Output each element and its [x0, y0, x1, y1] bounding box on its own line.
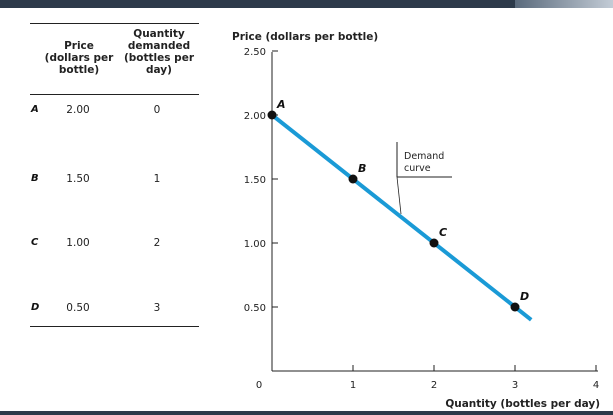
x-tick-label: 0: [256, 380, 262, 391]
table-row-label: B: [31, 173, 39, 184]
price-column-header: Price (dollars per bottle): [44, 40, 114, 76]
table-header-rule: [30, 94, 199, 95]
table-row-label: D: [31, 302, 40, 313]
data-point: [267, 110, 277, 120]
data-point: [510, 302, 520, 312]
x-tick-label: 3: [512, 380, 518, 391]
annotation-leader-line: [396, 176, 402, 215]
bottom-border-bar: [0, 411, 613, 415]
point-label: A: [276, 98, 286, 111]
demand-curve-annotation: Demand curve: [404, 151, 444, 174]
y-tick-label: 2.50: [244, 47, 266, 58]
x-tick-label: 2: [431, 380, 437, 391]
y-tick-label: 1.00: [244, 239, 266, 250]
point-label: D: [520, 290, 529, 303]
x-tick-label: 1: [350, 380, 356, 391]
y-axis-title: Price (dollars per bottle): [232, 31, 378, 43]
table-cell-price: 0.50: [66, 302, 90, 314]
x-axis-title: Quantity (bottles per day): [445, 398, 600, 410]
table-bottom-rule: [30, 326, 199, 327]
data-point: [429, 238, 439, 248]
demand-curve-line: [270, 113, 533, 322]
x-tick-label: 4: [593, 380, 599, 391]
y-tick-label: 0.50: [244, 303, 266, 314]
table-row-label: C: [31, 237, 39, 248]
table-top-rule: [30, 23, 199, 24]
y-tick-label: 2.00: [244, 111, 266, 122]
table-cell-quantity: 0: [153, 104, 161, 116]
table-row-label: A: [31, 104, 39, 115]
point-label: B: [358, 162, 366, 175]
table-cell-price: 2.00: [66, 104, 90, 116]
top-border-bar: [0, 0, 613, 8]
table-cell-price: 1.50: [66, 173, 90, 185]
y-tick-label: 1.50: [244, 175, 266, 186]
quantity-column-header: Quantity demanded (bottles per day): [123, 28, 194, 76]
table-cell-price: 1.00: [66, 237, 90, 249]
table-cell-quantity: 1: [153, 173, 161, 185]
table-cell-quantity: 2: [153, 237, 161, 249]
table-cell-quantity: 3: [153, 302, 161, 314]
top-border-accent: [515, 0, 613, 8]
point-label: C: [439, 226, 447, 239]
data-point: [348, 174, 358, 184]
